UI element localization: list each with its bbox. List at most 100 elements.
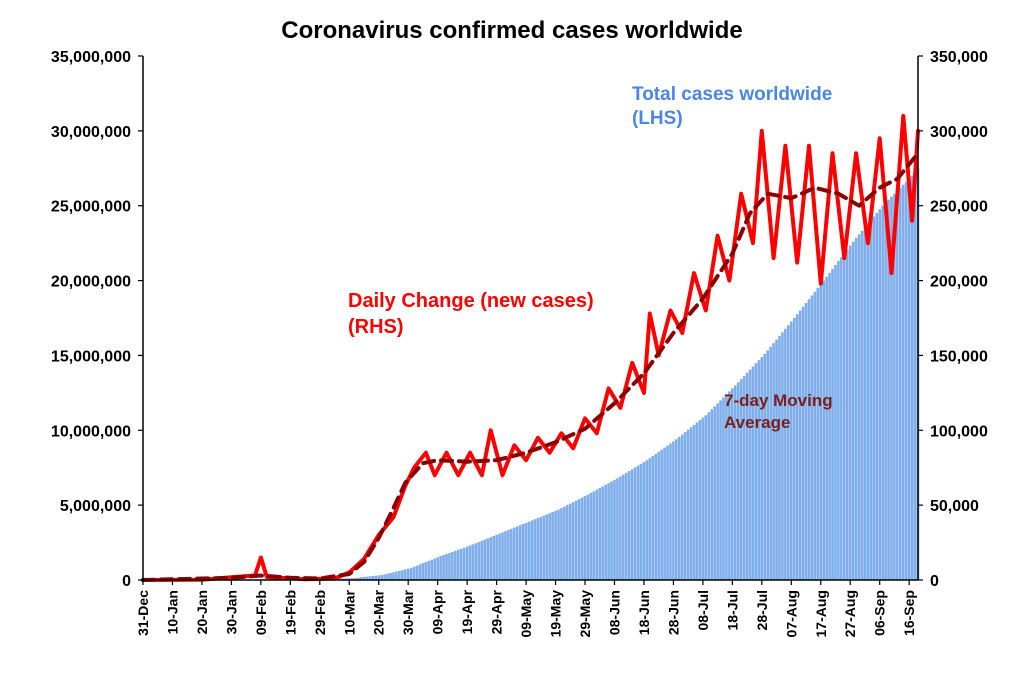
total-cases-bar [445, 554, 448, 580]
total-cases-bar [672, 441, 675, 580]
total-cases-bar [537, 518, 540, 580]
x-tick-label: 19-May [548, 590, 564, 638]
total-cases-bar [481, 541, 484, 580]
x-tick-label: 29-May [577, 590, 593, 638]
total-cases-bar [560, 508, 563, 580]
total-cases-bar [454, 551, 457, 580]
total-cases-bar [551, 512, 554, 580]
total-cases-bar [525, 523, 528, 580]
total-cases-bar [439, 556, 442, 580]
total-cases-bar [640, 464, 643, 580]
total-cases-bar [696, 423, 699, 581]
total-cases-bar [660, 450, 663, 580]
total-cases-bar [654, 454, 657, 580]
total-cases-bar [442, 555, 445, 580]
total-cases-bar [719, 400, 722, 580]
left-y-tick-label: 35,000,000 [51, 49, 131, 66]
total-cases-bar [422, 563, 425, 580]
annotation-total-line1: Total cases worldwide [632, 84, 832, 105]
total-cases-bar [401, 570, 404, 580]
total-cases-bar [513, 528, 516, 580]
total-cases-bar [864, 227, 867, 580]
total-cases-bar [545, 514, 548, 580]
total-cases-bar [510, 529, 513, 580]
total-cases-bar [637, 466, 640, 580]
total-cases-bar [572, 502, 575, 580]
x-tick-label: 06-Sep [872, 590, 888, 636]
total-cases-bar [766, 350, 769, 580]
left-y-tick-label: 10,000,000 [51, 423, 131, 440]
x-tick-label: 18-Jul [724, 590, 740, 630]
total-cases-bar [793, 318, 796, 580]
total-cases-bar [584, 496, 587, 580]
total-cases-bar [634, 467, 637, 580]
total-cases-bar [819, 284, 822, 580]
left-y-tick-label: 5,000,000 [60, 498, 131, 515]
total-cases-bar [681, 434, 684, 580]
total-cases-bar [872, 216, 875, 580]
total-cases-bar [542, 516, 545, 580]
total-cases-bar [778, 336, 781, 580]
total-cases-bar [849, 246, 852, 580]
x-tick-label: 18-Jun [636, 590, 652, 635]
total-cases-bar [710, 409, 713, 580]
total-cases-bar [908, 179, 911, 580]
total-cases-bar [419, 564, 422, 580]
total-cases-bar [395, 572, 398, 580]
total-cases-bar [796, 314, 799, 580]
annotation-daily-line2: (RHS) [348, 316, 404, 338]
total-cases-bar [604, 485, 607, 580]
x-tick-label: 17-Aug [813, 590, 829, 637]
x-tick-label: 19-Feb [282, 590, 298, 635]
total-cases-bar [613, 480, 616, 580]
total-cases-bar [484, 540, 487, 580]
total-cases-bar [651, 456, 654, 580]
total-cases-bar [478, 542, 481, 580]
x-tick-label: 30-Mar [400, 589, 416, 635]
total-cases-bar [625, 473, 628, 580]
total-cases-bar [666, 446, 669, 580]
x-tick-label: 09-Feb [253, 590, 269, 635]
total-cases-bar [831, 269, 834, 580]
total-cases-bar [899, 188, 902, 580]
total-cases-bar [504, 531, 507, 580]
left-y-tick-label: 0 [122, 573, 131, 590]
x-tick-label: 10-Jan [165, 590, 181, 634]
total-cases-bar [867, 224, 870, 580]
total-cases-bar [466, 547, 469, 580]
x-tick-label: 29-Apr [489, 589, 505, 634]
total-cases-bar [528, 522, 531, 580]
total-cases-bar [557, 510, 560, 580]
total-cases-bar [392, 572, 395, 580]
total-cases-bar [430, 560, 433, 580]
total-cases-bar [575, 501, 578, 580]
total-cases-bar [451, 552, 454, 580]
total-cases-bar [386, 574, 389, 580]
total-cases-bar [649, 458, 652, 580]
right-y-tick-label: 100,000 [930, 423, 988, 440]
total-cases-bar [693, 425, 696, 580]
total-cases-bar [814, 292, 817, 580]
total-cases-bar [884, 203, 887, 580]
total-cases-bar [699, 420, 702, 580]
total-cases-bar [805, 303, 808, 580]
total-cases-bar [516, 526, 519, 580]
total-cases-bar [669, 443, 672, 580]
total-cases-bar [837, 261, 840, 580]
right-y-tick-label: 300,000 [930, 124, 988, 141]
left-y-tick-label: 15,000,000 [51, 348, 131, 365]
total-cases-bar [569, 504, 572, 580]
total-cases-bar [763, 354, 766, 580]
total-cases-bar [598, 488, 601, 580]
total-cases-bar [713, 406, 716, 580]
total-cases-bar [593, 491, 596, 580]
x-tick-label: 29-Feb [312, 590, 328, 635]
total-cases-bar [566, 505, 569, 580]
total-cases-bar [855, 238, 858, 580]
total-cases-bar [861, 231, 864, 580]
total-cases-bar [799, 311, 802, 580]
total-cases-bar [787, 325, 790, 580]
left-y-tick-label: 30,000,000 [51, 124, 131, 141]
total-cases-bar [705, 415, 708, 580]
